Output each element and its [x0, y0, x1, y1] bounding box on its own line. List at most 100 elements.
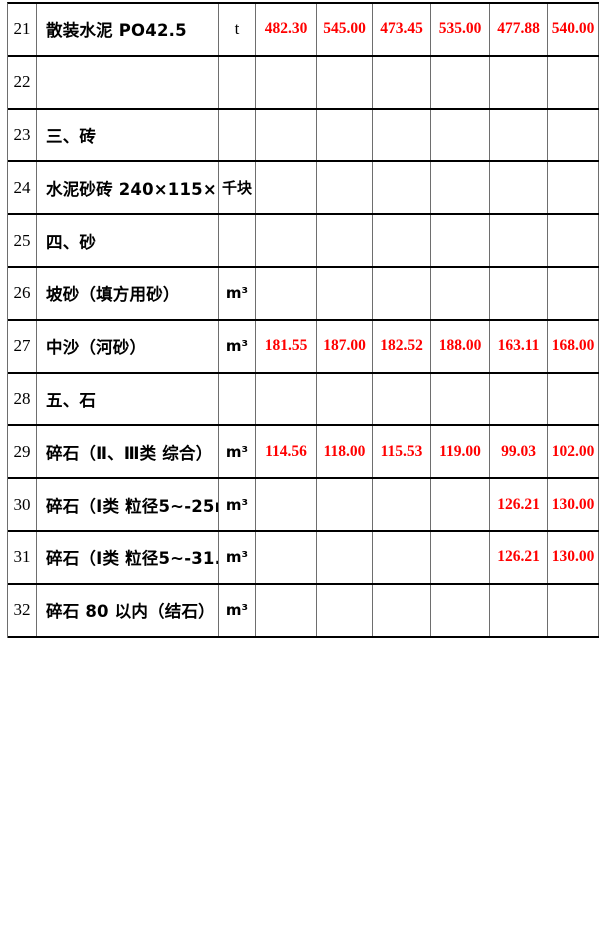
unit-cell[interactable]: m³: [219, 426, 256, 478]
material-name-cell[interactable]: [37, 56, 219, 108]
price-cell[interactable]: 187.00: [317, 320, 373, 372]
price-cell[interactable]: [256, 267, 317, 319]
price-cell[interactable]: 99.03: [490, 426, 548, 478]
price-cell[interactable]: [431, 479, 490, 530]
price-cell[interactable]: [317, 373, 373, 425]
material-name-cell[interactable]: 碎石 80 以内（结石）: [37, 584, 219, 636]
price-cell[interactable]: [490, 109, 548, 161]
price-cell[interactable]: [490, 373, 548, 425]
unit-cell[interactable]: m³: [219, 531, 256, 583]
price-cell[interactable]: 545.00: [317, 4, 373, 55]
material-name-cell[interactable]: 四、砂: [37, 215, 219, 266]
price-cell[interactable]: [490, 56, 548, 108]
price-cell[interactable]: [317, 56, 373, 108]
price-cell[interactable]: [373, 109, 431, 161]
price-cell[interactable]: 168.00: [548, 320, 599, 372]
row-number-cell[interactable]: 32: [8, 584, 37, 636]
price-cell[interactable]: [256, 162, 317, 214]
row-number-cell[interactable]: 26: [8, 267, 37, 319]
price-cell[interactable]: [431, 373, 490, 425]
price-cell[interactable]: [317, 215, 373, 266]
price-cell[interactable]: [431, 56, 490, 108]
price-cell[interactable]: [548, 56, 599, 108]
unit-cell[interactable]: [219, 109, 256, 161]
material-name-cell[interactable]: 碎石（Ⅰ类 粒径5~-31.5mm）: [37, 531, 219, 583]
price-cell[interactable]: [431, 162, 490, 214]
row-number-cell[interactable]: 27: [8, 320, 37, 372]
price-cell[interactable]: 115.53: [373, 426, 431, 478]
price-cell[interactable]: 130.00: [548, 531, 599, 583]
price-cell[interactable]: [256, 109, 317, 161]
row-number-cell[interactable]: 29: [8, 426, 37, 478]
price-cell[interactable]: [373, 215, 431, 266]
price-cell[interactable]: [373, 162, 431, 214]
price-cell[interactable]: 535.00: [431, 4, 490, 55]
row-number-cell[interactable]: 25: [8, 215, 37, 266]
price-cell[interactable]: 477.88: [490, 4, 548, 55]
material-name-cell[interactable]: 碎石（Ⅰ类 粒径5~-25mm）: [37, 479, 219, 530]
material-name-cell[interactable]: 三、砖: [37, 109, 219, 161]
price-cell[interactable]: 118.00: [317, 426, 373, 478]
price-cell[interactable]: [548, 584, 599, 636]
price-cell[interactable]: [317, 531, 373, 583]
price-cell[interactable]: 188.00: [431, 320, 490, 372]
price-cell[interactable]: [490, 267, 548, 319]
price-cell[interactable]: [317, 479, 373, 530]
price-cell[interactable]: [548, 373, 599, 425]
unit-cell[interactable]: [219, 215, 256, 266]
price-cell[interactable]: [373, 56, 431, 108]
price-cell[interactable]: 163.11: [490, 320, 548, 372]
unit-cell[interactable]: m³: [219, 267, 256, 319]
price-cell[interactable]: 130.00: [548, 479, 599, 530]
unit-cell[interactable]: m³: [219, 320, 256, 372]
row-number-cell[interactable]: 30: [8, 479, 37, 530]
price-cell[interactable]: [431, 531, 490, 583]
row-number-cell[interactable]: 23: [8, 109, 37, 161]
price-cell[interactable]: [431, 109, 490, 161]
row-number-cell[interactable]: 24: [8, 162, 37, 214]
price-cell[interactable]: [373, 267, 431, 319]
price-cell[interactable]: [373, 479, 431, 530]
unit-cell[interactable]: m³: [219, 584, 256, 636]
price-cell[interactable]: [490, 584, 548, 636]
price-cell[interactable]: [317, 162, 373, 214]
unit-cell[interactable]: m³: [219, 479, 256, 530]
row-number-cell[interactable]: 28: [8, 373, 37, 425]
row-number-cell[interactable]: 21: [8, 4, 37, 55]
price-cell[interactable]: [490, 215, 548, 266]
price-cell[interactable]: 114.56: [256, 426, 317, 478]
material-name-cell[interactable]: 中沙（河砂）: [37, 320, 219, 372]
price-cell[interactable]: [256, 531, 317, 583]
price-cell[interactable]: 119.00: [431, 426, 490, 478]
unit-cell[interactable]: [219, 56, 256, 108]
material-name-cell[interactable]: 坡砂（填方用砂）: [37, 267, 219, 319]
price-cell[interactable]: [317, 267, 373, 319]
price-cell[interactable]: [256, 215, 317, 266]
price-cell[interactable]: [256, 373, 317, 425]
material-name-cell[interactable]: 散装水泥 PO42.5: [37, 4, 219, 55]
price-cell[interactable]: [431, 267, 490, 319]
material-name-cell[interactable]: 碎石（Ⅱ、Ⅲ类 综合）: [37, 426, 219, 478]
material-name-cell[interactable]: 五、石: [37, 373, 219, 425]
price-cell[interactable]: 482.30: [256, 4, 317, 55]
price-cell[interactable]: [490, 162, 548, 214]
price-cell[interactable]: [548, 267, 599, 319]
price-cell[interactable]: [373, 584, 431, 636]
price-cell[interactable]: 181.55: [256, 320, 317, 372]
price-cell[interactable]: [373, 531, 431, 583]
unit-cell[interactable]: 千块: [219, 162, 256, 214]
price-cell[interactable]: [256, 479, 317, 530]
unit-cell[interactable]: [219, 373, 256, 425]
price-cell[interactable]: [548, 215, 599, 266]
price-cell[interactable]: 126.21: [490, 531, 548, 583]
price-cell[interactable]: [431, 215, 490, 266]
material-name-cell[interactable]: 水泥砂砖 240×115×53: [37, 162, 219, 214]
row-number-cell[interactable]: 31: [8, 531, 37, 583]
price-cell[interactable]: [317, 109, 373, 161]
row-number-cell[interactable]: 22: [8, 56, 37, 108]
price-cell[interactable]: [256, 56, 317, 108]
price-cell[interactable]: 473.45: [373, 4, 431, 55]
price-cell[interactable]: [548, 162, 599, 214]
price-cell[interactable]: 102.00: [548, 426, 599, 478]
price-cell[interactable]: [373, 373, 431, 425]
